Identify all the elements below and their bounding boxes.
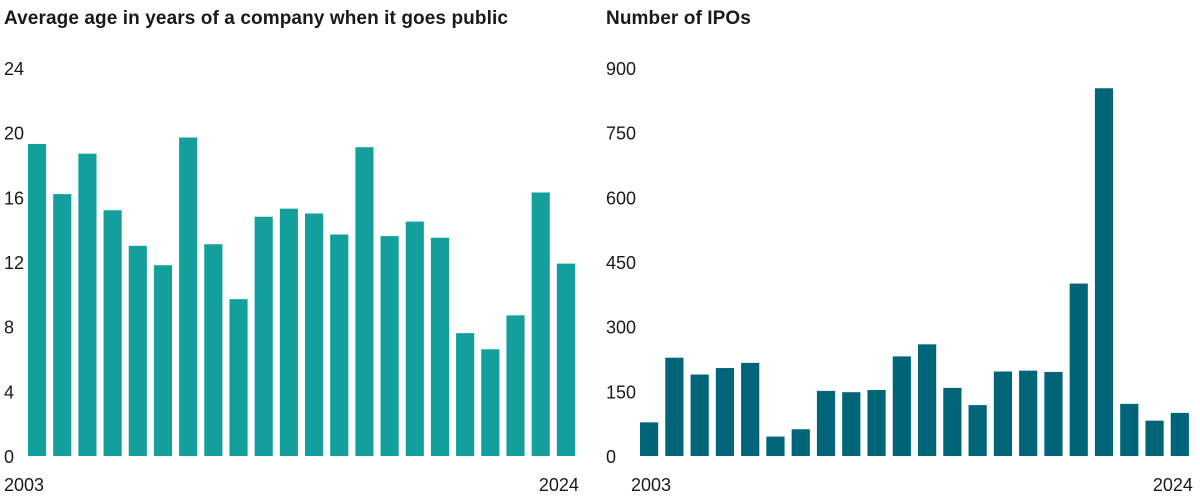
age-bar-2012	[254, 216, 273, 456]
ipo-y-tick-label: 450	[606, 253, 636, 273]
ipo-bar-2018	[1019, 370, 1038, 456]
age-bar-2015	[330, 234, 349, 456]
ipo-y-tick-label: 750	[606, 124, 636, 144]
ipo-x-tick-label-start: 2003	[631, 475, 671, 495]
ipo-bar-2006	[715, 368, 735, 456]
ipo-bar-2012	[867, 390, 886, 456]
ipo-y-tick-label: 0	[606, 447, 616, 467]
ipo-bar-2003	[640, 422, 659, 456]
ipo-bar-2007	[741, 362, 760, 456]
ipo-bar-2015	[943, 387, 962, 456]
ipo-bar-2019	[1044, 371, 1063, 456]
age-bar-2016	[355, 147, 374, 456]
age-bar-2021	[481, 349, 500, 456]
left-chart-title: Average age in years of a company when i…	[4, 8, 509, 29]
ipo-bar-2021	[1094, 88, 1114, 456]
age-x-tick-label-end: 2024	[539, 475, 579, 495]
ipo-bar-2010	[816, 390, 836, 456]
age-y-tick-label: 4	[4, 382, 14, 402]
ipo-bar-2014	[918, 344, 937, 456]
age-bar-2011	[229, 299, 248, 456]
age-bar-2005	[78, 153, 97, 456]
age-bar-2020	[456, 333, 475, 456]
age-bar-2014	[305, 213, 324, 456]
age-bar-2018	[405, 221, 424, 456]
age-bar-2007	[128, 245, 147, 456]
ipo-bar-2016	[968, 405, 987, 456]
age-bar-2013	[279, 208, 298, 456]
age-bar-2022	[506, 315, 525, 456]
ipo-y-tick-label: 300	[606, 318, 636, 338]
age-y-tick-label: 8	[4, 318, 14, 338]
ipo-bar-2023	[1145, 420, 1164, 456]
age-bar-2017	[380, 236, 399, 456]
ipo-bar-2005	[690, 374, 709, 456]
ipo-y-tick-label: 900	[606, 59, 636, 79]
ipo-bar-2013	[892, 356, 911, 456]
ipo-y-tick-label: 150	[606, 382, 636, 402]
right-chart-title: Number of IPOs	[606, 8, 751, 29]
age-x-tick-label-start: 2003	[4, 475, 44, 495]
ipo-bar-2009	[791, 429, 810, 456]
age-y-tick-label: 16	[4, 188, 24, 208]
age-y-tick-label: 12	[4, 253, 24, 273]
ipo-y-tick-label: 600	[606, 188, 636, 208]
ipo-bar-2011	[842, 392, 861, 456]
age-bar-2024	[556, 263, 575, 456]
ipo-bar-2022	[1120, 403, 1139, 456]
age-bar-2006	[103, 210, 122, 456]
age-y-tick-label: 24	[4, 59, 24, 79]
age-y-tick-label: 20	[4, 124, 24, 144]
ipo-bar-chart: 0 150 300 450 600 750 900 2003 2024	[606, 59, 1193, 495]
ipo-bar-2004	[665, 357, 684, 456]
ipo-bar-2008	[766, 436, 785, 456]
ipo-bar-2020	[1069, 283, 1088, 456]
age-y-tick-label: 0	[4, 447, 14, 467]
age-bar-2008	[153, 265, 173, 456]
age-bar-2009	[179, 137, 198, 456]
ipo-bar-2017	[993, 371, 1013, 456]
age-bar-2003	[28, 143, 47, 457]
age-bar-2023	[531, 192, 550, 457]
age-bar-2004	[53, 194, 72, 456]
ipo-bar-2024	[1170, 412, 1189, 456]
age-bar-2019	[430, 237, 450, 456]
age-bar-2010	[204, 244, 223, 456]
ipo-x-tick-label-end: 2024	[1153, 475, 1193, 495]
